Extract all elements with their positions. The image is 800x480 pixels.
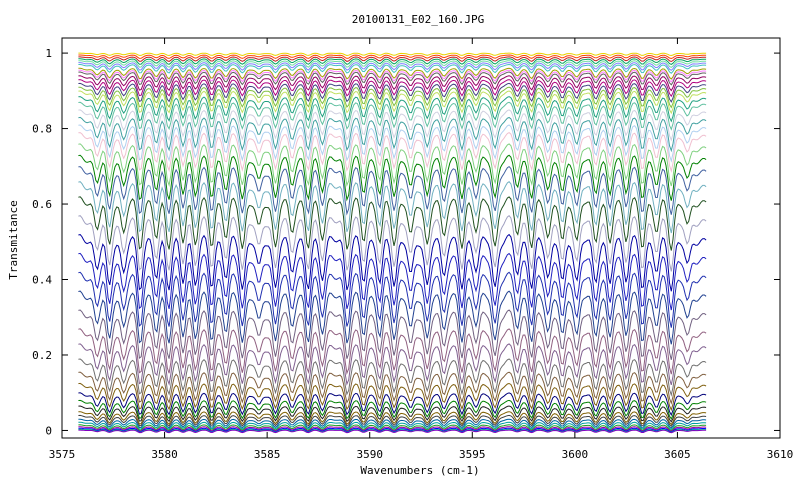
spectrum-series [78, 328, 707, 375]
spectrum-series [78, 96, 707, 123]
plot-frame [61, 37, 781, 439]
spectrum-series [78, 62, 707, 71]
x-tick-label: 3595 [459, 448, 486, 461]
spectrum-series [78, 382, 707, 412]
spectrum-series [78, 58, 707, 65]
spectrum-series [78, 427, 707, 433]
y-tick-label: 0.4 [32, 274, 52, 287]
x-tick-label: 3610 [767, 448, 794, 461]
x-tick-label: 3575 [49, 448, 76, 461]
spectrum-series [78, 252, 707, 311]
y-axis: 0 0.2 0.4 0.6 0.8 1 [32, 47, 780, 437]
spectrum-series [78, 56, 707, 63]
y-axis-label: Transmitance [7, 200, 20, 279]
x-axis: 3575 3580 3585 3590 3595 3600 3605 3610 [49, 38, 794, 461]
spectrum-series [78, 418, 707, 429]
spectrum-series [78, 233, 707, 292]
spectrum-series [78, 154, 707, 202]
x-tick-label: 3605 [664, 448, 691, 461]
spectrum-series [78, 124, 707, 163]
spectrum-series [78, 392, 707, 417]
x-tick-label: 3600 [562, 448, 589, 461]
y-tick-label: 0.6 [32, 198, 52, 211]
x-axis-label: Wavenumbers (cm-1) [360, 464, 479, 477]
spectrum-series [78, 215, 707, 272]
x-tick-label: 3590 [356, 448, 383, 461]
x-tick-label: 3585 [254, 448, 281, 461]
spectrum-series [78, 290, 707, 345]
spectrum-series [78, 343, 707, 386]
y-tick-label: 0.2 [32, 349, 52, 362]
spectrum-series [78, 371, 707, 405]
spectrum-series [78, 116, 707, 153]
spectrum-series [78, 358, 707, 397]
x-tick-label: 3580 [151, 448, 178, 461]
series-layer [78, 52, 707, 434]
spectrum-series [78, 79, 707, 98]
spectrum-series [78, 67, 707, 80]
spectrum-series [78, 143, 707, 187]
spectrum-series [78, 90, 707, 115]
spectrum-series [78, 309, 707, 360]
spectrum-series [78, 405, 707, 423]
spectrum-series [78, 86, 707, 109]
spectrum-series [78, 429, 707, 434]
spectrum-series [78, 132, 707, 174]
spectrum-series [78, 101, 707, 131]
spectrum-series [78, 414, 707, 427]
spectrum-series [78, 52, 707, 57]
spectrum-series [78, 181, 707, 234]
y-tick-label: 1 [45, 47, 52, 60]
spectrum-series [78, 109, 707, 142]
y-tick-label: 0 [45, 424, 52, 437]
spectrum-series [78, 71, 707, 86]
spectrum-series [78, 54, 707, 60]
spectrum-series [78, 165, 707, 216]
spectrum-series [78, 196, 707, 251]
y-tick-label: 0.8 [32, 123, 52, 136]
spectrum-series [78, 60, 707, 69]
spectrum-series [78, 75, 707, 92]
spectrum-series [78, 271, 707, 328]
chart-title: 20100131_E02_160.JPG [352, 13, 484, 26]
spectrum-series [78, 411, 707, 426]
spectrum-series [78, 63, 707, 74]
spectrum-series [78, 82, 707, 103]
spectrum-series [78, 424, 707, 432]
spectrum-series [78, 421, 707, 430]
spectrum-series [78, 69, 707, 83]
spectrum-series [78, 426, 707, 432]
spectrum-series [78, 399, 707, 420]
